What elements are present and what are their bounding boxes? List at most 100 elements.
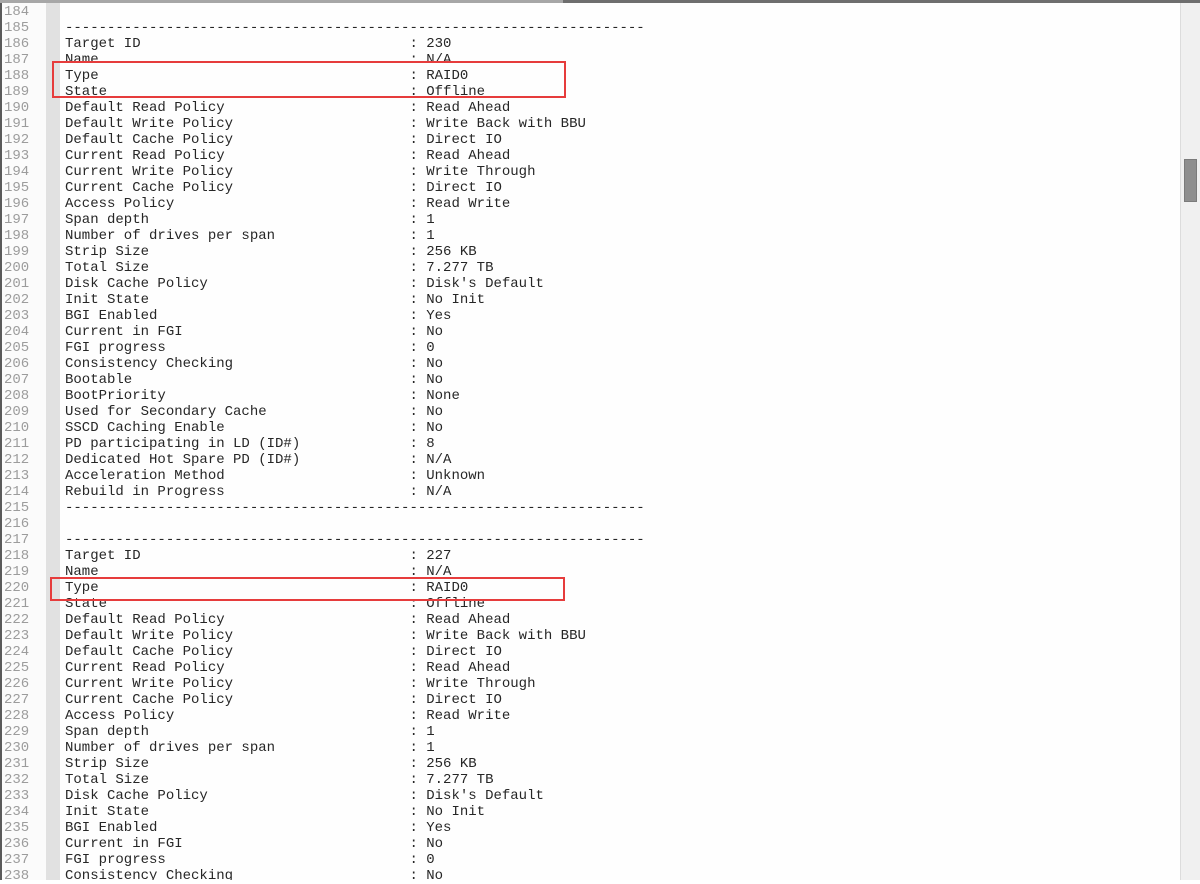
- line-number: 188: [4, 68, 30, 84]
- line-number: 204: [4, 324, 30, 340]
- code-line[interactable]: Target ID : 230: [65, 36, 452, 52]
- code-line[interactable]: Default Read Policy : Read Ahead: [65, 100, 511, 116]
- code-line[interactable]: Current in FGI : No: [65, 836, 444, 852]
- code-line[interactable]: Total Size : 7.277 TB: [65, 260, 494, 276]
- line-number: 199: [4, 244, 30, 260]
- code-line[interactable]: ----------------------------------------…: [65, 500, 645, 516]
- code-line[interactable]: FGI progress : 0: [65, 852, 435, 868]
- line-number: 198: [4, 228, 30, 244]
- line-number: 236: [4, 836, 30, 852]
- code-line[interactable]: Consistency Checking : No: [65, 868, 444, 880]
- line-number: 234: [4, 804, 30, 820]
- code-line[interactable]: BGI Enabled : Yes: [65, 308, 452, 324]
- code-line[interactable]: Current Read Policy : Read Ahead: [65, 148, 511, 164]
- code-line[interactable]: Bootable : No: [65, 372, 444, 388]
- code-line[interactable]: Name : N/A: [65, 52, 452, 68]
- code-line[interactable]: Number of drives per span : 1: [65, 740, 435, 756]
- line-number: 201: [4, 276, 30, 292]
- code-line[interactable]: BootPriority : None: [65, 388, 460, 404]
- line-number: 235: [4, 820, 30, 836]
- code-line[interactable]: [60, 4, 1182, 20]
- line-number: 220: [4, 580, 30, 596]
- line-number: 206: [4, 356, 30, 372]
- code-line[interactable]: SSCD Caching Enable : No: [65, 420, 444, 436]
- code-line[interactable]: Current Write Policy : Write Through: [65, 676, 536, 692]
- code-line[interactable]: Used for Secondary Cache : No: [65, 404, 444, 420]
- line-number: 200: [4, 260, 30, 276]
- code-line[interactable]: Name : N/A: [65, 564, 452, 580]
- line-number: 226: [4, 676, 30, 692]
- code-line[interactable]: PD participating in LD (ID#) : 8: [65, 436, 435, 452]
- code-line[interactable]: Strip Size : 256 KB: [65, 244, 477, 260]
- line-number: 189: [4, 84, 30, 100]
- line-number: 218: [4, 548, 30, 564]
- code-line[interactable]: Dedicated Hot Spare PD (ID#) : N/A: [65, 452, 452, 468]
- line-number: 232: [4, 772, 30, 788]
- line-number: 187: [4, 52, 30, 68]
- code-line[interactable]: Current Read Policy : Read Ahead: [65, 660, 511, 676]
- code-line[interactable]: Total Size : 7.277 TB: [65, 772, 494, 788]
- line-number: 219: [4, 564, 30, 580]
- line-number: 233: [4, 788, 30, 804]
- line-number: 216: [4, 516, 30, 532]
- line-number: 186: [4, 36, 30, 52]
- code-line[interactable]: Default Write Policy : Write Back with B…: [65, 628, 586, 644]
- code-line[interactable]: Current Cache Policy : Direct IO: [65, 692, 502, 708]
- code-line[interactable]: Consistency Checking : No: [65, 356, 444, 372]
- line-number: 215: [4, 500, 30, 516]
- code-line[interactable]: Current Write Policy : Write Through: [65, 164, 536, 180]
- log-text-area[interactable]: ----------------------------------------…: [60, 3, 1182, 880]
- line-number: 230: [4, 740, 30, 756]
- line-number: 222: [4, 612, 30, 628]
- line-number: 221: [4, 596, 30, 612]
- log-viewer: 184 185 186 187 188 189 190 191 192 193 194 195 196 1…: [0, 3, 1182, 884]
- scrollbar-thumb[interactable]: [1184, 159, 1197, 202]
- code-line[interactable]: Span depth : 1: [65, 724, 435, 740]
- fold-margin: [46, 3, 60, 880]
- code-line[interactable]: Disk Cache Policy : Disk's Default: [65, 276, 544, 292]
- line-number: 210: [4, 420, 30, 436]
- line-number: 193: [4, 148, 30, 164]
- code-line[interactable]: Default Read Policy : Read Ahead: [65, 612, 511, 628]
- line-number: 208: [4, 388, 30, 404]
- code-line[interactable]: Current Cache Policy : Direct IO: [65, 180, 502, 196]
- code-line[interactable]: FGI progress : 0: [65, 340, 435, 356]
- code-line[interactable]: Default Cache Policy : Direct IO: [65, 644, 502, 660]
- code-line[interactable]: Default Cache Policy : Direct IO: [65, 132, 502, 148]
- line-number: 203: [4, 308, 30, 324]
- line-number: 194: [4, 164, 30, 180]
- code-line[interactable]: Access Policy : Read Write: [65, 196, 511, 212]
- code-line[interactable]: Number of drives per span : 1: [65, 228, 435, 244]
- code-line[interactable]: Target ID : 227: [65, 548, 452, 564]
- line-number: 212: [4, 452, 30, 468]
- code-line[interactable]: BGI Enabled : Yes: [65, 820, 452, 836]
- code-line[interactable]: [60, 516, 1182, 532]
- window-top-edge-right: [563, 0, 1200, 3]
- code-line[interactable]: Span depth : 1: [65, 212, 435, 228]
- code-line[interactable]: Init State : No Init: [65, 804, 486, 820]
- line-number: 202: [4, 292, 30, 308]
- code-line[interactable]: Type : RAID0: [65, 68, 469, 84]
- line-number: 237: [4, 852, 30, 868]
- code-line[interactable]: ----------------------------------------…: [65, 532, 645, 548]
- code-line[interactable]: Access Policy : Read Write: [65, 708, 511, 724]
- line-number: 225: [4, 660, 30, 676]
- line-number: 227: [4, 692, 30, 708]
- line-number: 229: [4, 724, 30, 740]
- annotation-box-type-state-1: [52, 61, 566, 98]
- line-number: 211: [4, 436, 30, 452]
- code-line[interactable]: Init State : No Init: [65, 292, 486, 308]
- code-line[interactable]: Disk Cache Policy : Disk's Default: [65, 788, 544, 804]
- window-top-edge: [0, 0, 1200, 3]
- line-number: 223: [4, 628, 30, 644]
- code-line[interactable]: Type : RAID0: [65, 580, 469, 596]
- code-line[interactable]: Strip Size : 256 KB: [65, 756, 477, 772]
- code-line[interactable]: Acceleration Method : Unknown: [65, 468, 486, 484]
- line-number: 196: [4, 196, 30, 212]
- vertical-scrollbar[interactable]: [1180, 3, 1200, 880]
- line-number: 214: [4, 484, 30, 500]
- code-line[interactable]: Rebuild in Progress : N/A: [65, 484, 452, 500]
- code-line[interactable]: Default Write Policy : Write Back with B…: [65, 116, 586, 132]
- code-line[interactable]: Current in FGI : No: [65, 324, 444, 340]
- code-line[interactable]: ----------------------------------------…: [65, 20, 645, 36]
